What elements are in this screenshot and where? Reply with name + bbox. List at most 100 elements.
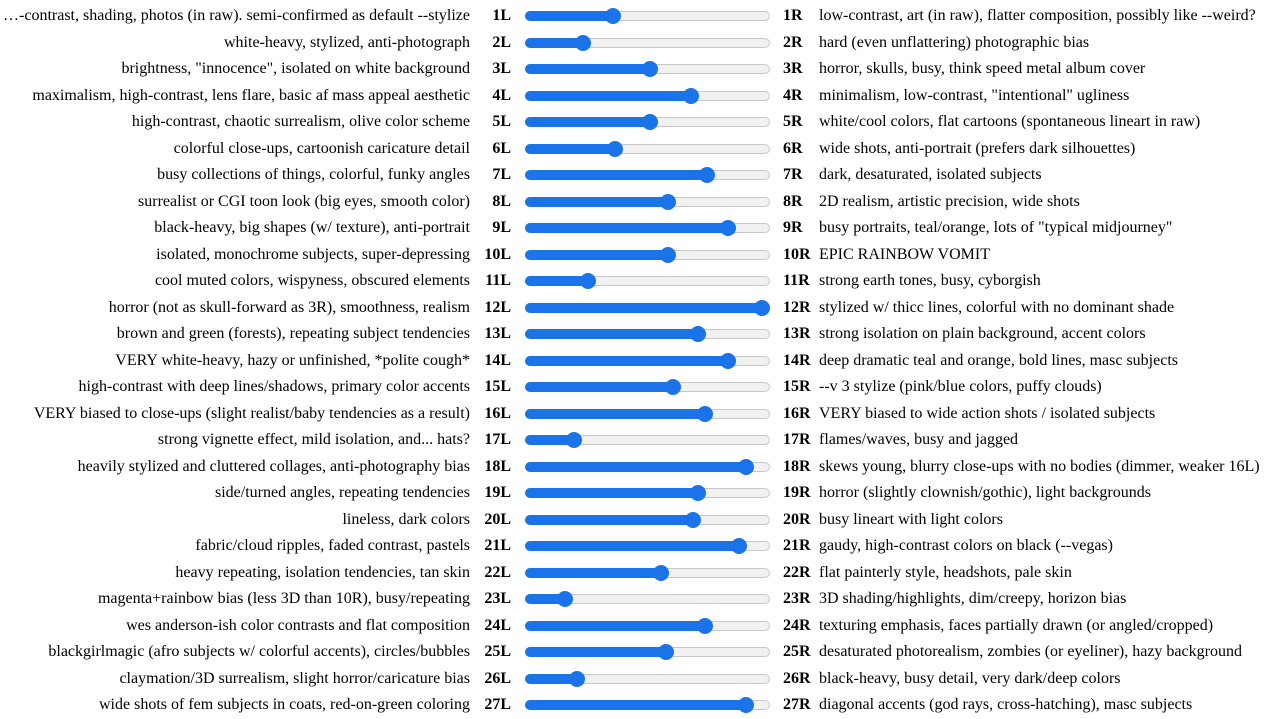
bias-row: heavily stylized and cluttered collages,… (0, 454, 1280, 481)
left-description: busy collections of things, colorful, fu… (157, 166, 470, 184)
bias-slider[interactable] (525, 8, 770, 25)
bias-slider[interactable] (525, 87, 770, 104)
bias-slider[interactable] (525, 432, 770, 449)
left-axis-label: 25L (484, 643, 511, 661)
left-description: wide shots of fem subjects in coats, red… (98, 696, 470, 714)
right-axis-label: 6R (783, 139, 803, 157)
bias-row: black-heavy, big shapes (w/ texture), an… (0, 215, 1280, 242)
bias-row: lineless, dark colors 20L 20R busy linea… (0, 507, 1280, 534)
slider-thumb[interactable] (660, 246, 677, 263)
bias-slider[interactable] (525, 670, 770, 687)
slider-thumb[interactable] (719, 352, 736, 369)
bias-slider[interactable] (525, 485, 770, 502)
left-axis-label: 15L (484, 378, 511, 396)
left-description: fabric/cloud ripples, faded contrast, pa… (195, 537, 470, 555)
slider-thumb[interactable] (653, 564, 670, 581)
right-description: flames/waves, busy and jagged (819, 431, 1019, 449)
bias-slider[interactable] (525, 193, 770, 210)
bias-row: …-contrast, shading, photos (in raw). se… (0, 3, 1280, 30)
slider-thumb[interactable] (641, 61, 658, 78)
left-axis-label: 21L (484, 537, 511, 555)
slider-thumb[interactable] (699, 167, 716, 184)
slider-fill (525, 276, 590, 287)
right-description: horror, skulls, busy, think speed metal … (819, 60, 1146, 78)
bias-slider[interactable] (525, 379, 770, 396)
slider-thumb[interactable] (660, 193, 677, 210)
slider-thumb[interactable] (689, 485, 706, 502)
right-description: --v 3 stylize (pink/blue colors, puffy c… (819, 378, 1102, 396)
slider-fill (525, 647, 668, 658)
slider-thumb[interactable] (575, 34, 592, 51)
slider-thumb[interactable] (689, 326, 706, 343)
bias-slider[interactable] (525, 617, 770, 634)
left-axis-label: 6L (492, 139, 511, 157)
right-axis-label: 12R (783, 298, 811, 316)
slider-thumb[interactable] (737, 697, 754, 714)
bias-row: brightness, "innocence", isolated on whi… (0, 56, 1280, 83)
right-axis-label: 16R (783, 404, 811, 422)
bias-slider[interactable] (525, 591, 770, 608)
slider-thumb[interactable] (754, 299, 770, 316)
left-axis-label: 17L (484, 431, 511, 449)
bias-slider[interactable] (525, 644, 770, 661)
right-axis-label: 4R (783, 86, 803, 104)
slider-thumb[interactable] (657, 644, 674, 661)
slider-thumb[interactable] (641, 114, 658, 131)
bias-slider[interactable] (525, 511, 770, 528)
left-description: claymation/3D surrealism, slight horror/… (119, 669, 470, 687)
slider-thumb[interactable] (696, 405, 713, 422)
bias-row: VERY biased to close-ups (slight realist… (0, 401, 1280, 428)
bias-slider[interactable] (525, 458, 770, 475)
bias-slider[interactable] (525, 697, 770, 714)
bias-slider[interactable] (525, 299, 770, 316)
bias-row: fabric/cloud ripples, faded contrast, pa… (0, 533, 1280, 560)
right-description: deep dramatic teal and orange, bold line… (819, 351, 1178, 369)
slider-thumb[interactable] (605, 8, 622, 25)
bias-slider[interactable] (525, 220, 770, 237)
slider-thumb[interactable] (683, 87, 699, 104)
left-axis-label: 8L (492, 192, 511, 210)
bias-slider[interactable] (525, 273, 770, 290)
slider-thumb[interactable] (579, 273, 596, 290)
bias-slider[interactable] (525, 352, 770, 369)
left-axis-label: 13L (484, 325, 511, 343)
slider-thumb[interactable] (568, 670, 585, 687)
bias-slider[interactable] (525, 114, 770, 131)
slider-thumb[interactable] (719, 220, 736, 237)
bias-slider[interactable] (525, 564, 770, 581)
right-description: busy lineart with light colors (819, 510, 1003, 528)
right-axis-label: 8R (783, 192, 803, 210)
slider-thumb[interactable] (696, 617, 713, 634)
bias-slider[interactable] (525, 61, 770, 78)
bias-slider[interactable] (525, 34, 770, 51)
bias-slider[interactable] (525, 140, 770, 157)
left-description: heavily stylized and cluttered collages,… (77, 457, 470, 475)
bias-slider[interactable] (525, 405, 770, 422)
bias-slider[interactable] (525, 167, 770, 184)
left-axis-label: 2L (492, 33, 511, 51)
slider-fill (525, 700, 748, 711)
right-description: EPIC RAINBOW VOMIT (819, 245, 990, 263)
right-description: black-heavy, busy detail, very dark/deep… (819, 669, 1121, 687)
left-axis-label: 19L (484, 484, 511, 502)
right-description: horror (slightly clownish/gothic), light… (819, 484, 1151, 502)
left-description: brightness, "innocence", isolated on whi… (121, 60, 470, 78)
bias-slider[interactable] (525, 246, 770, 263)
slider-thumb[interactable] (566, 432, 583, 449)
slider-fill (525, 143, 618, 154)
left-axis-label: 3L (492, 60, 511, 78)
slider-thumb[interactable] (737, 458, 754, 475)
right-axis-label: 1R (783, 7, 803, 25)
slider-thumb[interactable] (731, 538, 748, 555)
slider-thumb[interactable] (664, 379, 681, 396)
slider-thumb[interactable] (557, 591, 574, 608)
bias-slider[interactable] (525, 538, 770, 555)
bias-row: claymation/3D surrealism, slight horror/… (0, 666, 1280, 693)
left-axis-label: 20L (484, 510, 511, 528)
right-description: low-contrast, art (in raw), flatter comp… (819, 7, 1256, 25)
right-axis-label: 11R (783, 272, 810, 290)
slider-thumb[interactable] (607, 140, 624, 157)
right-axis-label: 20R (783, 510, 811, 528)
bias-slider[interactable] (525, 326, 770, 343)
slider-thumb[interactable] (685, 511, 702, 528)
